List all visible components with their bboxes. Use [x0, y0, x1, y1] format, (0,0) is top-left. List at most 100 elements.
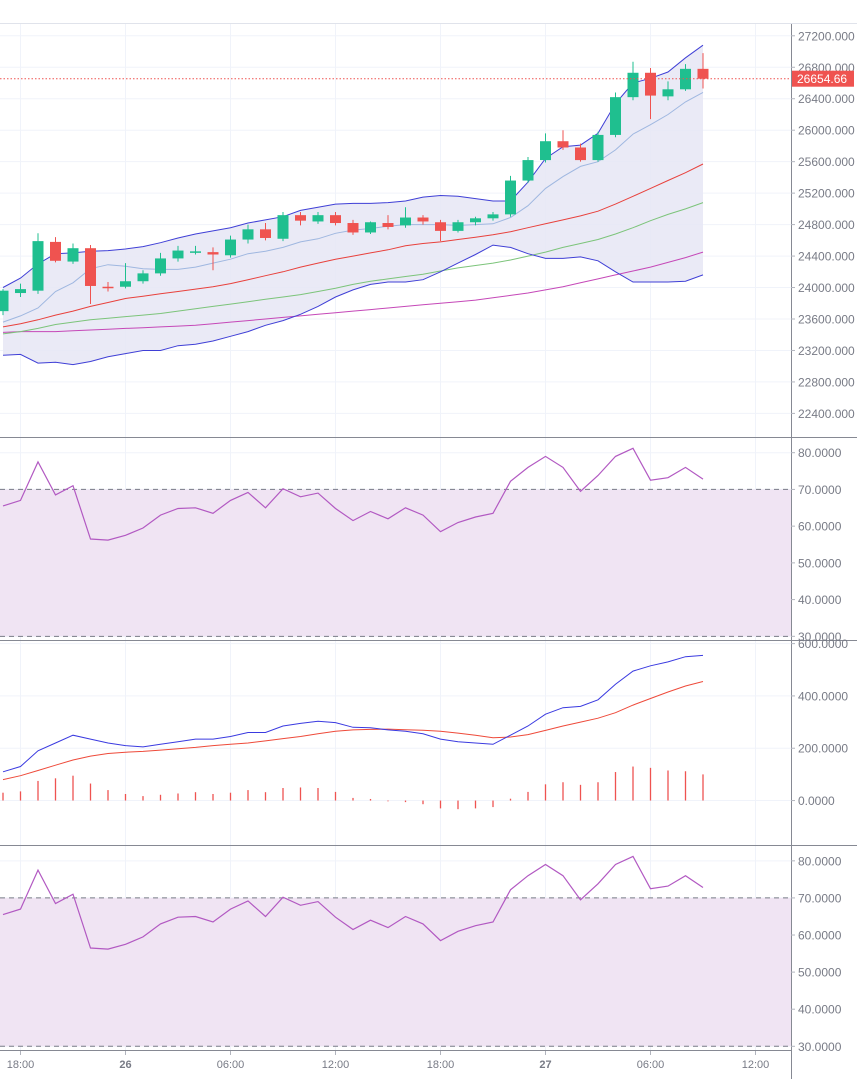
y-tick-label: 22800.000 — [798, 375, 855, 389]
ma-red-line — [2, 163, 704, 328]
x-tick-label: 18:00 — [7, 1059, 35, 1071]
candle[interactable] — [330, 212, 341, 226]
y-tick-label: 200.0000 — [798, 742, 848, 756]
rsi-pane-top[interactable] — [0, 447, 791, 637]
candle-body — [487, 214, 499, 219]
candle-body — [435, 222, 446, 231]
candle[interactable] — [540, 133, 551, 163]
candle-body — [312, 215, 324, 222]
y-tick-label: 600.0000 — [798, 637, 848, 651]
candle-body — [697, 68, 709, 79]
candle-body — [330, 215, 341, 224]
candle[interactable] — [137, 270, 149, 284]
x-tick-label: 12:00 — [322, 1059, 350, 1071]
y-tick-label: 80.0000 — [798, 854, 842, 868]
candle-body — [505, 180, 516, 215]
candle[interactable] — [312, 212, 324, 224]
candle[interactable] — [190, 245, 201, 255]
bollinger-fill — [3, 45, 703, 365]
candle[interactable] — [102, 282, 114, 292]
candle-body — [680, 68, 691, 90]
y-tick-label: 60.0000 — [798, 929, 842, 943]
candle-body — [137, 273, 149, 282]
candle[interactable] — [242, 224, 254, 244]
candle[interactable] — [400, 207, 411, 228]
rsi-pane-bottom[interactable] — [0, 855, 791, 1047]
candle[interactable] — [277, 212, 289, 242]
candle[interactable] — [557, 130, 569, 150]
candle[interactable] — [0, 289, 9, 316]
candle[interactable] — [575, 143, 586, 162]
ma-purple-line — [2, 251, 704, 333]
candle-body — [155, 258, 166, 274]
candle[interactable] — [592, 131, 604, 162]
candle[interactable] — [85, 245, 96, 305]
candle[interactable] — [15, 283, 26, 297]
candle[interactable] — [645, 68, 656, 120]
candle-body — [207, 252, 219, 255]
candle-body — [0, 290, 9, 312]
candle[interactable] — [662, 81, 674, 101]
x-tick-label: 18:00 — [427, 1059, 455, 1071]
candle-body — [382, 223, 394, 227]
candle[interactable] — [260, 223, 271, 241]
last-price-badge — [792, 70, 854, 87]
x-tick-label: 26 — [119, 1059, 131, 1071]
y-tick-label: 400.0000 — [798, 689, 848, 703]
y-tick-label: 40.0000 — [798, 593, 842, 607]
y-tick-label: 40.0000 — [798, 1003, 842, 1017]
candle[interactable] — [172, 245, 184, 262]
macd-signal-line — [2, 681, 704, 781]
macd-line — [2, 654, 704, 773]
candle-body — [470, 218, 481, 223]
candle-body — [260, 229, 271, 238]
y-tick-label: 25200.000 — [798, 187, 855, 201]
candle[interactable] — [225, 235, 236, 258]
candle-body — [662, 89, 674, 97]
x-tick-label: 06:00 — [217, 1059, 245, 1071]
y-tick-label: 22400.000 — [798, 407, 855, 421]
candle-body — [242, 229, 254, 240]
macd-pane[interactable] — [2, 654, 704, 810]
candle[interactable] — [50, 237, 61, 263]
bollinger-upper-line — [2, 44, 704, 288]
y-tick-label: 24800.000 — [798, 218, 855, 232]
candle[interactable] — [67, 243, 79, 264]
x-tick-label: 27 — [539, 1059, 551, 1071]
candle[interactable] — [505, 175, 516, 217]
candle[interactable] — [487, 212, 499, 221]
candle-body — [417, 217, 429, 222]
rsi-band-fill — [0, 897, 791, 1047]
candle[interactable] — [627, 61, 639, 101]
candle[interactable] — [365, 221, 376, 235]
y-tick-label: 26000.000 — [798, 124, 855, 138]
price-pane[interactable] — [0, 44, 791, 366]
candle[interactable] — [680, 64, 691, 91]
y-tick-label: 30.0000 — [798, 630, 842, 644]
candle[interactable] — [610, 92, 621, 138]
y-tick-label: 23200.000 — [798, 344, 855, 358]
price-scale[interactable]: 27200.00026800.00026400.00026000.0002560… — [791, 29, 855, 1054]
candle[interactable] — [347, 219, 359, 235]
candle[interactable] — [470, 216, 481, 226]
candle[interactable] — [32, 233, 44, 294]
candle-body — [592, 134, 604, 161]
candle-body — [32, 241, 44, 291]
candle[interactable] — [120, 263, 131, 289]
candle[interactable] — [522, 156, 534, 183]
candle[interactable] — [155, 252, 166, 276]
candle[interactable] — [295, 212, 306, 226]
time-scale[interactable]: 18:00 26 06:00 12:00 18:00 27 06:00 12:00 — [7, 1051, 770, 1071]
y-tick-label: 0.0000 — [798, 794, 835, 808]
candle-body — [295, 215, 306, 221]
candle[interactable] — [207, 247, 219, 271]
candle[interactable] — [435, 219, 446, 242]
candle[interactable] — [417, 215, 429, 225]
candle[interactable] — [452, 219, 464, 233]
candle-body — [645, 72, 656, 96]
candle[interactable] — [697, 53, 709, 89]
candle-body — [452, 222, 464, 231]
candle[interactable] — [382, 215, 394, 230]
